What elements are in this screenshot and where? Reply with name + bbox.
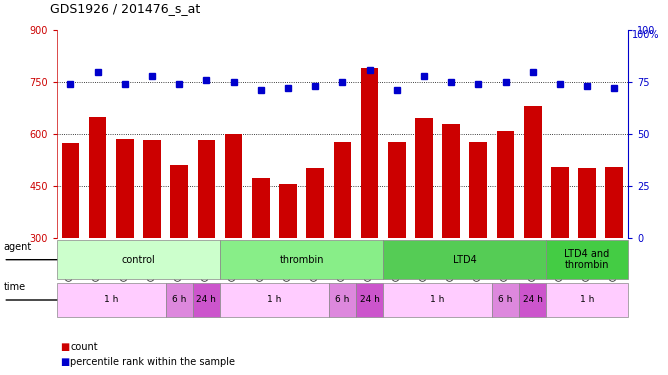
Text: 24 h: 24 h <box>196 296 216 304</box>
Text: 6 h: 6 h <box>172 296 186 304</box>
Bar <box>497 130 514 238</box>
Text: 1 h: 1 h <box>430 296 445 304</box>
Bar <box>333 142 351 238</box>
Text: agent: agent <box>3 242 31 252</box>
Text: control: control <box>122 255 155 265</box>
Bar <box>442 124 460 238</box>
Bar <box>252 178 270 238</box>
Text: 24 h: 24 h <box>523 296 542 304</box>
Bar <box>415 118 433 238</box>
Bar <box>551 167 568 238</box>
Text: LTD4: LTD4 <box>453 255 476 265</box>
Text: 100%: 100% <box>632 30 659 40</box>
Bar <box>224 134 242 238</box>
Bar <box>578 168 596 238</box>
Text: LTD4 and
thrombin: LTD4 and thrombin <box>564 249 610 270</box>
Bar <box>361 68 378 238</box>
Text: ■: ■ <box>60 342 69 352</box>
Bar <box>89 117 106 238</box>
Text: ■: ■ <box>60 357 69 367</box>
Bar <box>605 167 623 238</box>
Bar <box>307 168 324 238</box>
Bar <box>143 140 161 238</box>
Text: 1 h: 1 h <box>104 296 118 304</box>
Bar <box>388 142 405 238</box>
Bar <box>170 165 188 238</box>
Text: 24 h: 24 h <box>359 296 379 304</box>
Bar <box>470 142 487 238</box>
Text: GDS1926 / 201476_s_at: GDS1926 / 201476_s_at <box>50 2 200 15</box>
Text: thrombin: thrombin <box>279 255 324 265</box>
Bar <box>524 106 542 238</box>
Text: percentile rank within the sample: percentile rank within the sample <box>70 357 235 367</box>
Text: 6 h: 6 h <box>335 296 349 304</box>
Text: 6 h: 6 h <box>498 296 513 304</box>
Bar <box>61 143 79 238</box>
Text: 1 h: 1 h <box>580 296 595 304</box>
Bar <box>198 140 215 238</box>
Text: time: time <box>3 282 25 292</box>
Text: count: count <box>70 342 98 352</box>
Text: 1 h: 1 h <box>267 296 281 304</box>
Bar <box>116 139 134 238</box>
Bar <box>279 184 297 238</box>
